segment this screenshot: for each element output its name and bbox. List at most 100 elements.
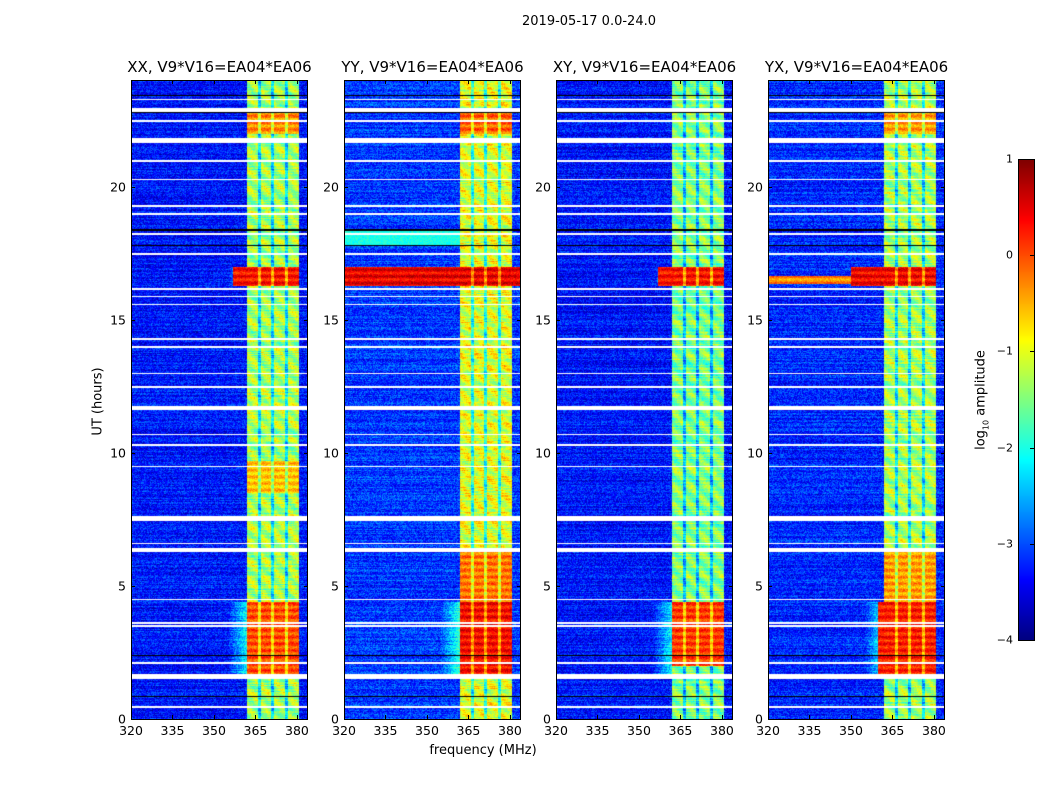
x-tick-label: 350 [839, 723, 863, 738]
x-tick-top [556, 80, 557, 84]
x-tick-label: 335 [373, 723, 398, 738]
y-tick-right [729, 719, 733, 720]
x-tick-label: 365 [243, 723, 268, 738]
y-tick [131, 585, 135, 587]
x-tick-top [597, 80, 599, 84]
y-axis-label-text: UT (hours) [90, 367, 106, 436]
y-tick [556, 585, 560, 587]
y-tick-right [517, 585, 521, 587]
y-tick-right [729, 319, 733, 321]
y-tick-right [729, 585, 733, 587]
colorbar-tick [1030, 543, 1034, 545]
y-tick-label: 5 [755, 578, 763, 594]
x-tick [255, 715, 257, 719]
y-tick [768, 319, 772, 321]
x-tick-label: 380 [285, 723, 309, 738]
colorbar [1018, 159, 1035, 641]
y-tick-right [941, 719, 945, 720]
x-tick [597, 715, 599, 719]
colorbar-label: log10 amplitude [973, 350, 991, 450]
x-tick [344, 715, 345, 719]
x-tick-top [638, 80, 640, 84]
y-tick-label: 0 [331, 711, 339, 727]
y-tick-label: 5 [118, 578, 126, 594]
heatmap-panel-4 [768, 80, 945, 720]
y-tick [131, 319, 135, 321]
x-tick-top [255, 80, 257, 84]
heatmap-canvas [557, 81, 732, 719]
x-tick [556, 715, 557, 719]
y-tick-label: 20 [747, 179, 763, 194]
x-tick-label: 380 [710, 723, 734, 738]
y-tick-label: 10 [110, 445, 126, 461]
y-tick [344, 319, 348, 321]
y-tick-label: 20 [323, 179, 339, 194]
colorbar-tick [1030, 255, 1034, 257]
x-tick [933, 715, 935, 719]
x-tick-label: 320 [332, 723, 356, 738]
x-tick [131, 715, 132, 719]
x-tick-top [296, 80, 298, 84]
x-tick-label: 320 [756, 723, 780, 738]
x-tick-top [509, 80, 511, 84]
colorbar-tick-label: −1 [996, 344, 1013, 358]
y-tick [556, 719, 560, 720]
heatmap-panel-2 [344, 80, 521, 720]
colorbar-tick-label: −3 [996, 537, 1013, 551]
y-tick [768, 452, 772, 454]
x-tick-top [768, 80, 769, 84]
x-tick [385, 715, 387, 719]
y-tick [131, 719, 135, 720]
colorbar-tick [1030, 159, 1034, 160]
heatmap-panel-3 [556, 80, 733, 720]
x-axis-label: frequency (MHz) [429, 743, 537, 758]
x-tick-top [131, 80, 132, 84]
y-tick-label: 10 [747, 445, 763, 461]
y-tick [768, 585, 772, 587]
y-tick-right [304, 719, 308, 720]
y-tick [768, 719, 772, 720]
y-tick-right [304, 186, 308, 188]
x-tick [213, 715, 215, 719]
y-tick [131, 186, 135, 188]
x-tick-top [426, 80, 428, 84]
y-tick-label: 10 [323, 445, 339, 461]
colorbar-tick-label: 1 [1006, 152, 1013, 166]
x-tick-top [213, 80, 215, 84]
y-tick-right [304, 319, 308, 321]
colorbar-tick [1030, 447, 1034, 449]
colorbar-tick-label: 0 [1006, 248, 1013, 262]
x-tick-label: 380 [922, 723, 946, 738]
x-tick-label: 350 [415, 723, 439, 738]
x-tick [172, 715, 174, 719]
x-tick-label: 320 [119, 723, 143, 738]
y-tick-label: 20 [110, 179, 126, 194]
y-tick-label: 10 [535, 445, 551, 461]
y-tick-right [304, 452, 308, 454]
y-tick-right [517, 719, 521, 720]
y-tick-label: 15 [535, 312, 551, 328]
y-tick [344, 186, 348, 188]
x-tick [768, 715, 769, 719]
colorbar-tick-label: −2 [996, 441, 1013, 455]
heatmap-panel-1 [131, 80, 308, 720]
y-axis-label: UT (hours) [91, 367, 106, 435]
y-tick-right [517, 319, 521, 321]
y-tick-label: 0 [118, 711, 126, 727]
x-tick-top [850, 80, 852, 84]
x-tick-label: 335 [797, 723, 822, 738]
x-tick [721, 715, 723, 719]
y-tick-label: 0 [755, 711, 763, 727]
colorbar-tick-label: −4 [996, 633, 1013, 647]
x-tick [892, 715, 894, 719]
y-tick-right [941, 319, 945, 321]
x-tick [850, 715, 852, 719]
panel-title: XY, V9*V16=EA04*EA06 [552, 58, 737, 76]
heatmap-canvas [345, 81, 520, 719]
y-tick [556, 452, 560, 454]
y-tick [344, 719, 348, 720]
x-tick [509, 715, 511, 719]
x-tick-label: 350 [202, 723, 226, 738]
y-tick-label: 5 [543, 578, 551, 594]
